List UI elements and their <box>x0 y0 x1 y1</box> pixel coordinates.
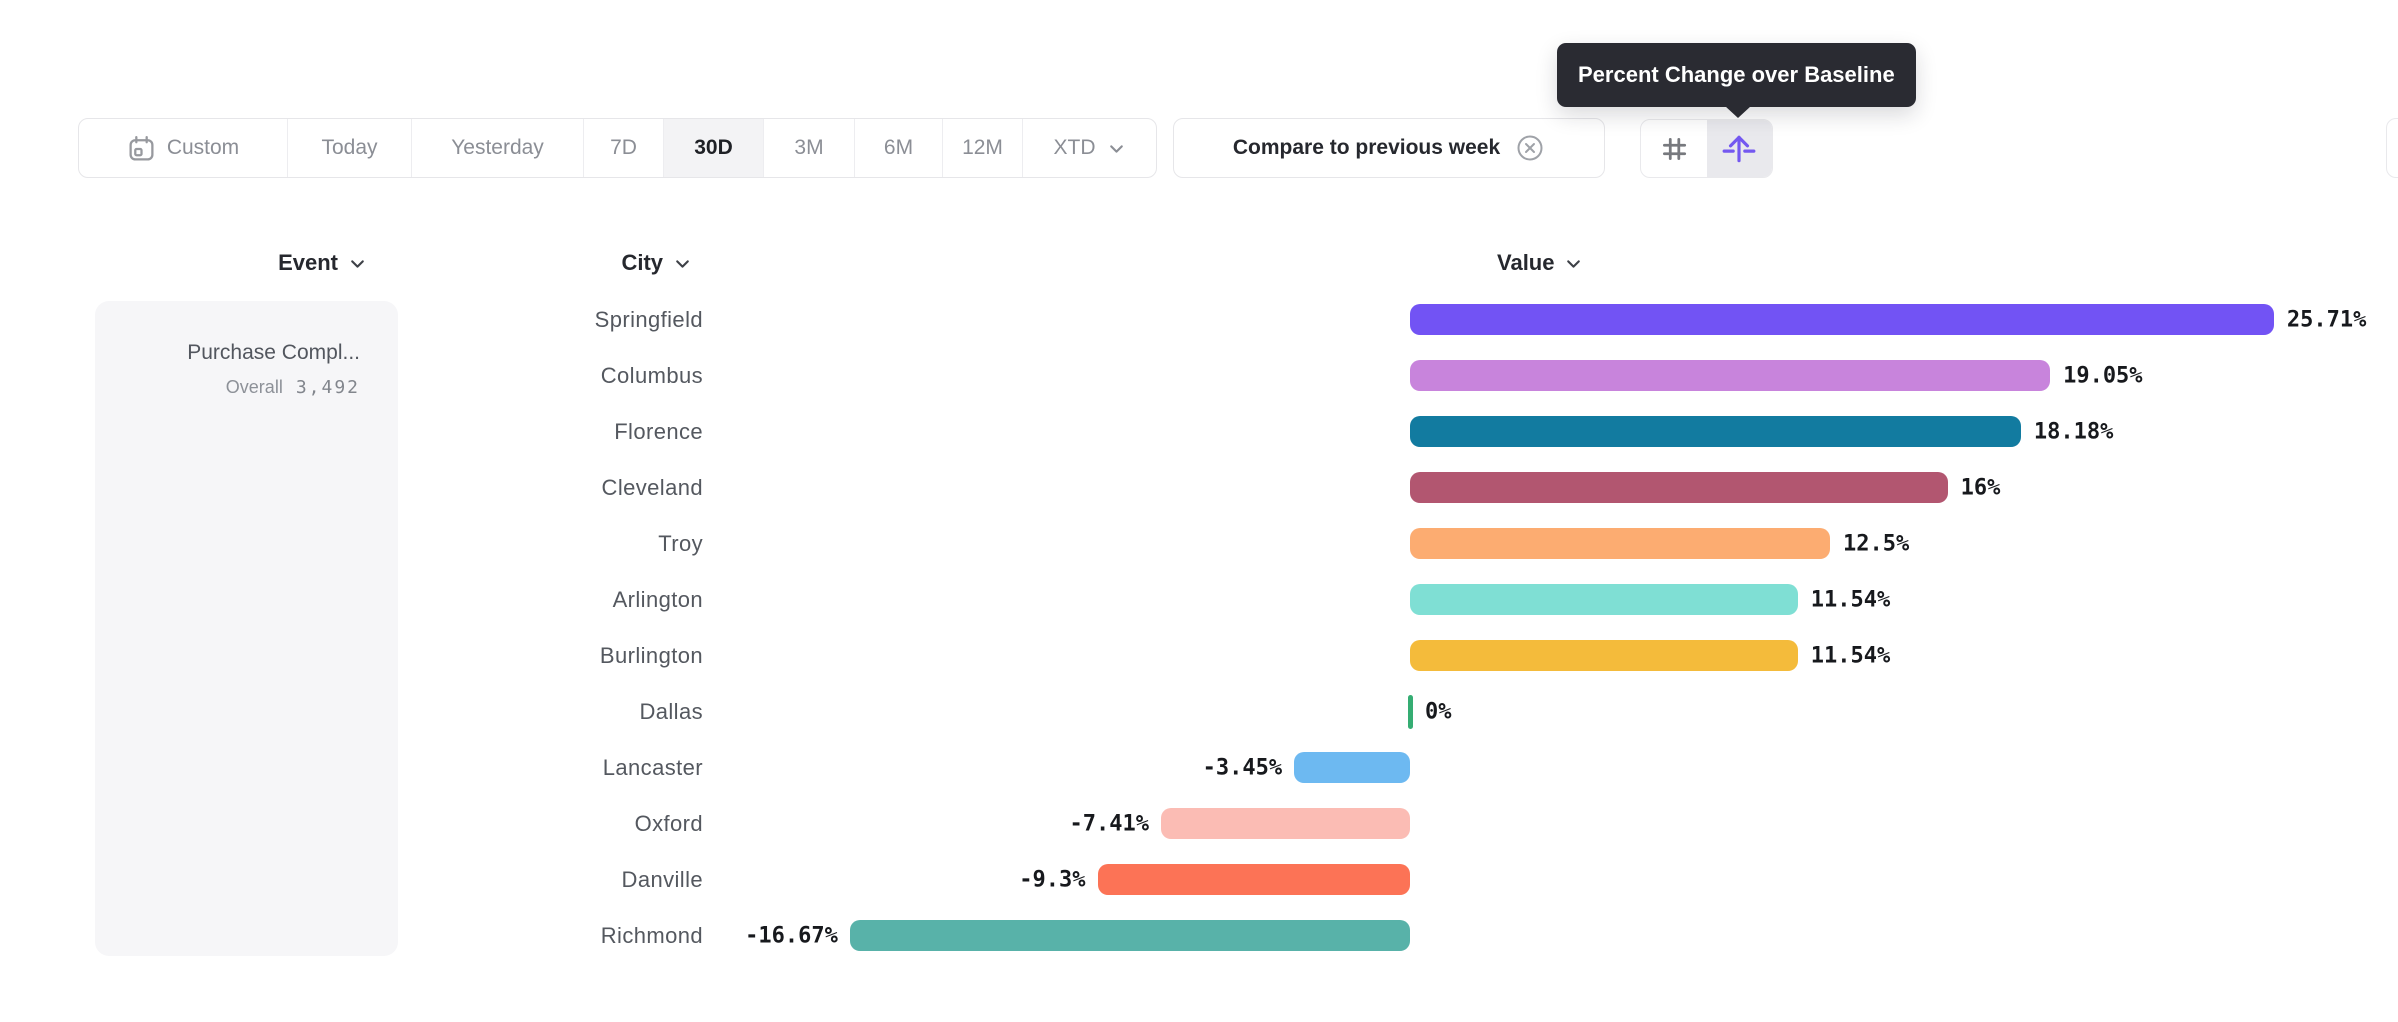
date-range-3m[interactable]: 3M <box>764 119 855 177</box>
chart-row-florence: Florence 18.18% <box>0 404 2398 460</box>
chart-row-columbus: Columbus 19.05% <box>0 348 2398 404</box>
city-label: Burlington <box>599 643 703 668</box>
bar-lancaster[interactable] <box>1294 752 1410 783</box>
date-range-label: Today <box>321 136 378 159</box>
date-range-label: Yesterday <box>451 136 544 159</box>
value-label: 12.5% <box>1843 531 1910 557</box>
column-header-event-label: Event <box>278 250 338 275</box>
column-header-value[interactable]: Value <box>1497 246 1583 280</box>
city-label: Arlington <box>612 587 703 612</box>
chevron-down-icon <box>348 254 367 273</box>
chart-row-danville: Danville -9.3% <box>0 852 2398 908</box>
city-label: Dallas <box>639 699 703 724</box>
value-label: 11.54% <box>1810 643 1891 669</box>
overall-label: Overall <box>225 377 283 397</box>
bar-columbus[interactable] <box>1410 360 2051 391</box>
chart-row-oxford: Oxford -7.41% <box>0 796 2398 852</box>
date-range-label: 7D <box>610 136 637 159</box>
date-range-label: 3M <box>794 136 824 159</box>
compare-chip-label: Compare to previous week <box>1232 136 1501 159</box>
value-label: -3.45% <box>1202 755 1283 781</box>
partial-button-right-edge[interactable] <box>2386 118 2398 178</box>
date-range-xtd[interactable]: XTD <box>1023 119 1156 177</box>
city-label: Columbus <box>600 363 703 388</box>
chart-row-springfield: Springfield 25.71% <box>0 292 2398 348</box>
column-header-city[interactable]: City <box>480 246 692 280</box>
close-circle-icon[interactable] <box>1515 133 1545 163</box>
percent-change-baseline-icon <box>1721 131 1757 167</box>
bar-oxford[interactable] <box>1161 808 1410 839</box>
event-name: Purchase Compl... <box>187 341 360 364</box>
tooltip-caret <box>1725 106 1751 118</box>
bar-florence[interactable] <box>1410 416 2021 447</box>
bar-richmond[interactable] <box>849 920 1410 951</box>
chart-row-burlington: Burlington 11.54% <box>0 628 2398 684</box>
city-label: Cleveland <box>601 475 703 500</box>
chart-row-cleveland: Cleveland 16% <box>0 460 2398 516</box>
date-range-6m[interactable]: 6M <box>855 119 943 177</box>
chevron-down-icon <box>673 254 692 273</box>
city-label: Lancaster <box>602 755 703 780</box>
chevron-down-icon <box>1107 139 1126 158</box>
value-label: -7.41% <box>1069 811 1150 837</box>
date-range-label: 30D <box>694 136 733 159</box>
hash-icon <box>1658 133 1690 165</box>
city-label: Florence <box>614 419 703 444</box>
value-label: -9.3% <box>1019 867 1086 893</box>
city-label: Richmond <box>600 923 703 948</box>
date-range-label: XTD <box>1053 136 1096 159</box>
value-label: 25.71% <box>2286 307 2367 333</box>
calendar-icon <box>127 134 156 163</box>
column-header-value-label: Value <box>1497 250 1555 275</box>
percent-change-baseline-button[interactable] <box>1706 120 1772 177</box>
chart-row-arlington: Arlington 11.54% <box>0 572 2398 628</box>
bar-troy[interactable] <box>1410 528 1830 559</box>
city-label: Troy <box>658 531 703 556</box>
date-range-label: 6M <box>883 136 914 159</box>
value-label: 18.18% <box>2033 419 2114 445</box>
date-range-label: Custom <box>166 136 240 159</box>
event-card[interactable]: Purchase Compl... Overall 3,492 <box>95 301 398 956</box>
date-range-picker: Custom Today Yesterday 7D 30D 3M 6M 12M XTD <box>78 118 1157 178</box>
date-range-today[interactable]: Today <box>288 119 412 177</box>
date-range-12m[interactable]: 12M <box>943 119 1023 177</box>
chart-row-lancaster: Lancaster -3.45% <box>0 740 2398 796</box>
value-label: 0% <box>1425 699 1452 725</box>
bar-danville[interactable] <box>1097 864 1410 895</box>
city-label: Oxford <box>634 811 703 836</box>
zero-tick[interactable] <box>1408 695 1413 729</box>
chart-row-richmond: Richmond -16.67% <box>0 908 2398 964</box>
city-label: Springfield <box>594 307 703 332</box>
date-range-30d[interactable]: 30D <box>664 119 764 177</box>
chart-row-dallas: Dallas 0% <box>0 684 2398 740</box>
value-label: 19.05% <box>2063 363 2143 389</box>
chart-view-toggle <box>1640 119 1773 178</box>
date-range-7d[interactable]: 7D <box>584 119 664 177</box>
column-header-city-label: City <box>621 250 663 275</box>
date-range-custom[interactable]: Custom <box>79 119 288 177</box>
tooltip-text: Percent Change over Baseline <box>1578 62 1895 87</box>
bar-springfield[interactable] <box>1410 304 2274 335</box>
value-label: -16.67% <box>745 923 838 949</box>
compare-chip[interactable]: Compare to previous week <box>1173 118 1605 178</box>
absolute-values-button[interactable] <box>1641 120 1707 177</box>
bar-arlington[interactable] <box>1410 584 1798 615</box>
overall-value: 3,492 <box>295 377 360 398</box>
chart-row-troy: Troy 12.5% <box>0 516 2398 572</box>
tooltip: Percent Change over Baseline <box>1557 43 1916 118</box>
column-header-event[interactable]: Event <box>95 246 367 280</box>
bar-cleveland[interactable] <box>1410 472 1948 503</box>
date-range-label: 12M <box>962 136 1003 159</box>
chevron-down-icon <box>1564 254 1583 273</box>
value-label: 16% <box>1960 475 2001 501</box>
bar-burlington[interactable] <box>1410 640 1798 671</box>
city-label: Danville <box>621 867 703 892</box>
value-label: 11.54% <box>1810 587 1891 613</box>
event-overall: Overall 3,492 <box>226 377 360 398</box>
date-range-yesterday[interactable]: Yesterday <box>412 119 584 177</box>
